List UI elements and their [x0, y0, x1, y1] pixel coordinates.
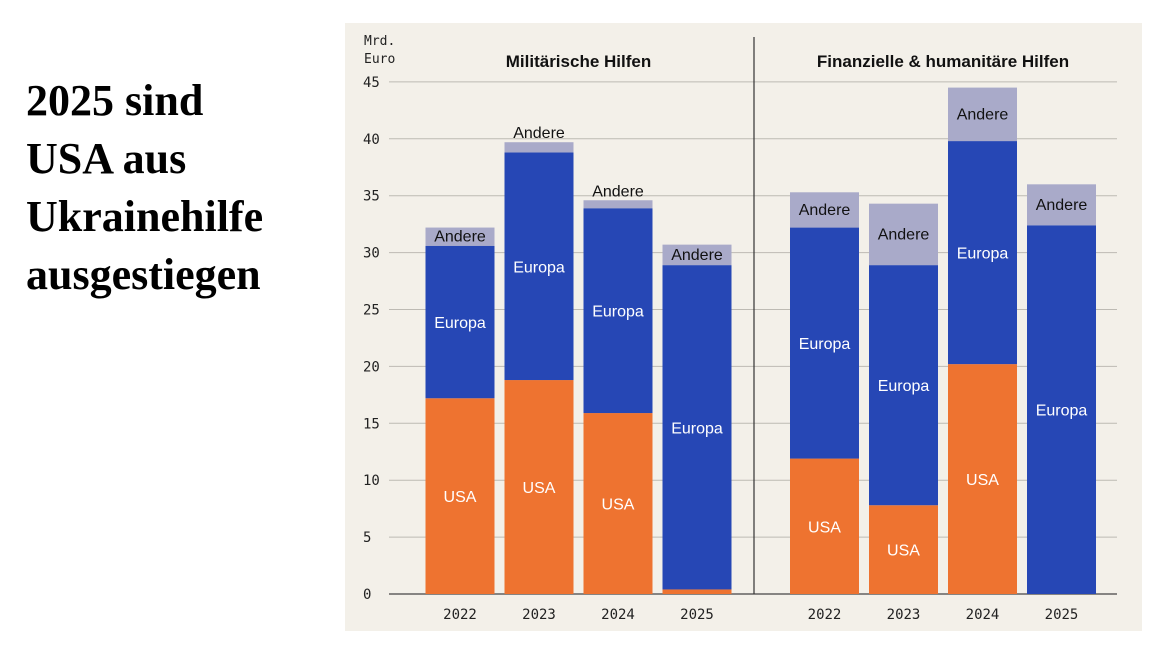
y-tick-label-10: 10	[363, 473, 380, 489]
bar-europa-p2-2022	[790, 227, 859, 459]
bar-label-usa-p2-2022: USA	[808, 519, 841, 536]
headline-line-1: 2025 sind	[26, 76, 204, 125]
panel-title-2: Finanzielle & humanitäre Hilfen	[817, 52, 1069, 71]
bar-andere-p1-2025	[662, 244, 732, 266]
bar-europa-p1-2022	[425, 245, 495, 399]
bar-europa-p1-2024	[583, 208, 653, 414]
bar-andere-p1-2022	[425, 227, 495, 246]
y-tick-label-0: 0	[363, 587, 371, 603]
y-tick-label-25: 25	[363, 303, 380, 319]
bar-andere-p1-2024	[583, 200, 653, 209]
bar-label-usa-p2-2023: USA	[887, 543, 920, 560]
bar-label-europa-p1-2024: Europa	[592, 304, 644, 321]
bar-europa-p2-2024	[948, 141, 1017, 365]
bar-andere-p2-2023	[869, 203, 938, 266]
x-tick-label-p1-2022: 2022	[443, 607, 477, 623]
bar-andere-p2-2025	[1027, 184, 1096, 226]
bar-andere-p1-2023	[504, 142, 574, 153]
headline: 2025 sind USA aus Ukrainehilfe ausgestie…	[26, 72, 326, 304]
x-tick-label-p1-2024: 2024	[601, 607, 635, 623]
bar-label-andere-p1-2025: Andere	[671, 247, 723, 264]
bar-label-europa-p1-2022: Europa	[434, 315, 486, 332]
bar-europa-p2-2025	[1027, 225, 1096, 594]
headline-line-4: ausgestiegen	[26, 250, 261, 299]
chart-panel: 0 5 10 15 20 25 30 35 40 45 Mrd. Euro Militärische H…	[345, 23, 1142, 631]
bar-label-usa-p1-2022: USA	[444, 489, 477, 506]
y-unit-label-line-2: Euro	[364, 52, 395, 67]
bar-label-andere-p2-2022: Andere	[799, 202, 851, 219]
bar-label-andere-p2-2023: Andere	[878, 226, 930, 243]
y-tick-label-35: 35	[363, 189, 380, 205]
bar-label-europa-p2-2022: Europa	[799, 336, 851, 353]
bar-usa-p1-2025	[662, 589, 732, 594]
x-tick-label-p2-2025: 2025	[1045, 607, 1079, 623]
x-tick-label-p1-2023: 2023	[522, 607, 556, 623]
bar-usa-p2-2024	[948, 364, 1017, 594]
y-tick-label-5: 5	[363, 530, 371, 546]
y-tick-label-20: 20	[363, 359, 380, 375]
x-tick-label-p1-2025: 2025	[680, 607, 714, 623]
y-tick-label-15: 15	[363, 416, 380, 432]
x-tick-label-p2-2024: 2024	[966, 607, 1000, 623]
bar-label-andere-p2-2024: Andere	[957, 106, 1009, 123]
bar-andere-p2-2022	[790, 192, 859, 228]
headline-line-3: Ukrainehilfe	[26, 192, 264, 241]
x-tick-label-p2-2022: 2022	[808, 607, 842, 623]
bar-label-andere-p1-2024: Andere	[592, 183, 644, 200]
bar-europa-p1-2023	[504, 152, 574, 381]
bar-label-europa-p2-2023: Europa	[878, 378, 930, 395]
bar-usa-p1-2024	[583, 413, 653, 594]
bar-label-andere-p1-2023: Andere	[513, 125, 565, 142]
bar-europa-p1-2025	[662, 265, 732, 590]
bar-label-europa-p1-2023: Europa	[513, 259, 565, 276]
bar-usa-p2-2022	[790, 458, 859, 594]
bar-label-europa-p1-2025: Europa	[671, 420, 723, 437]
bar-europa-p2-2023	[869, 265, 938, 506]
bar-andere-p2-2024	[948, 87, 1017, 142]
bar-label-andere-p1-2022: Andere	[434, 229, 486, 246]
bar-usa-p1-2022	[425, 398, 495, 594]
bar-label-andere-p2-2025: Andere	[1036, 197, 1088, 214]
bar-label-europa-p2-2025: Europa	[1036, 403, 1088, 420]
bar-usa-p1-2023	[504, 380, 574, 594]
headline-line-2: USA aus	[26, 134, 187, 183]
y-tick-label-30: 30	[363, 246, 380, 262]
bar-usa-p2-2023	[869, 505, 938, 594]
y-unit-label-line-1: Mrd.	[364, 34, 395, 49]
bar-label-usa-p1-2023: USA	[523, 480, 556, 497]
bar-label-europa-p2-2024: Europa	[957, 246, 1009, 263]
x-tick-label-p2-2023: 2023	[887, 607, 921, 623]
y-tick-label-45: 45	[363, 75, 380, 91]
y-tick-label-40: 40	[363, 132, 380, 148]
bar-label-usa-p2-2024: USA	[966, 472, 999, 489]
panel-title-1: Militärische Hilfen	[506, 52, 651, 71]
bar-label-usa-p1-2024: USA	[602, 497, 635, 514]
